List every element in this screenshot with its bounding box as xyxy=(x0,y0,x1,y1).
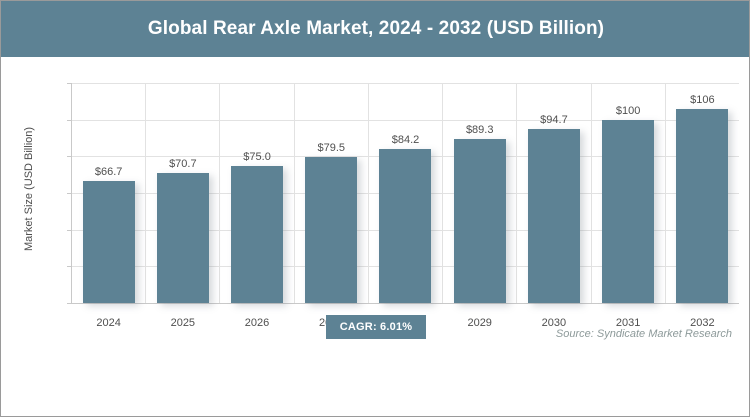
bar-column: $75.0 2026 xyxy=(220,83,295,329)
bar-value-label: $84.2 xyxy=(391,133,420,146)
y-axis-tick-mark xyxy=(67,193,72,194)
bar-value-label: $79.5 xyxy=(317,142,346,155)
cagr-badge: CAGR: 6.01% xyxy=(326,315,426,339)
x-axis-tick-label: 2024 xyxy=(96,317,121,329)
gridline xyxy=(72,119,739,121)
bar-value-label: $89.3 xyxy=(465,124,494,137)
chart-header: Global Rear Axle Market, 2024 - 2032 (US… xyxy=(1,1,749,57)
bar-column: $89.3 2029 xyxy=(443,83,518,329)
x-axis-tick-label: 2030 xyxy=(541,317,567,329)
bar-value-label: $70.7 xyxy=(169,158,197,171)
x-axis-tick-label: 2031 xyxy=(615,317,641,329)
y-axis-tick-mark xyxy=(67,156,72,158)
bar-column: $106 2032 xyxy=(666,83,739,329)
bar-value-label: $100 xyxy=(615,104,641,117)
gridline xyxy=(72,83,739,84)
bar[interactable] xyxy=(305,157,358,303)
bar-value-label: $106 xyxy=(690,93,715,106)
plot-wrapper: Market Size (USD Billion) $0$20$40$60$80… xyxy=(1,57,749,416)
y-axis-tick-mark xyxy=(67,83,72,84)
x-axis-tick-label: 2032 xyxy=(690,317,715,329)
bar-column: $66.7 2024 xyxy=(72,83,147,329)
bar-column: $70.7 2025 xyxy=(146,83,221,329)
bar-column: $94.7 2030 xyxy=(517,83,592,329)
y-axis-tick-mark xyxy=(67,119,72,121)
bar[interactable] xyxy=(453,139,506,303)
bar[interactable] xyxy=(527,129,580,303)
bar[interactable] xyxy=(156,173,209,303)
bar[interactable] xyxy=(676,108,729,303)
y-axis-tick-mark xyxy=(67,229,72,231)
y-axis-title: Market Size (USD Billion) xyxy=(23,126,35,252)
bar-column: $84.22028 xyxy=(369,83,444,329)
x-axis-tick-label: 2026 xyxy=(244,317,270,329)
bar[interactable] xyxy=(82,180,135,303)
bar-value-label: $94.7 xyxy=(540,114,568,127)
bar-column: $79.52027 xyxy=(295,83,369,329)
x-axis-tick-label: 2029 xyxy=(467,317,492,329)
bar[interactable] xyxy=(231,165,284,303)
plot-area: $0$20$40$60$80$100$120 $66.72024$70.7202… xyxy=(67,83,739,329)
source-attribution: Source: Syndicate Market Research xyxy=(555,328,732,340)
y-axis-tick-mark xyxy=(67,303,72,304)
page-title: Global Rear Axle Market, 2024 - 2032 (US… xyxy=(147,18,605,39)
y-axis-tick-mark xyxy=(67,266,72,268)
bar[interactable] xyxy=(602,119,655,303)
bar-value-label: $75.0 xyxy=(243,150,271,163)
bar-column: $100 2031 xyxy=(592,83,666,329)
gridline xyxy=(72,303,739,304)
bar-value-label: $66.7 xyxy=(94,165,123,178)
x-axis-tick-label: 2025 xyxy=(170,317,196,329)
bar-columns: $66.72024$70.72025$75.02026$79.52027$84.… xyxy=(72,83,739,329)
bar[interactable] xyxy=(379,148,432,303)
